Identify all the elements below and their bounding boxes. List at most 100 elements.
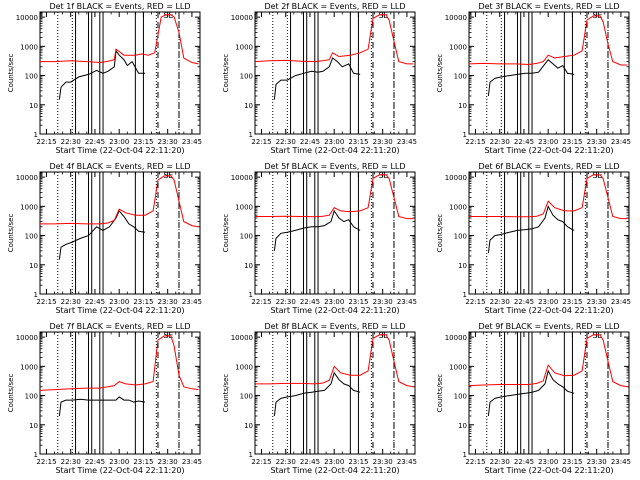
plot-frame <box>468 331 630 455</box>
y-tick-label: 10000 <box>445 174 467 182</box>
plot-frame <box>468 171 630 295</box>
series-lld-line <box>39 335 199 391</box>
x-tick-label: 23:30 <box>587 138 607 146</box>
x-tick-label: 22:30 <box>490 298 510 306</box>
y-tick-label: 100 <box>25 233 38 241</box>
y-tick-label: 10000 <box>231 174 253 182</box>
y-tick-label: 1000 <box>235 363 253 371</box>
x-tick-label: 22:30 <box>61 138 81 146</box>
y-tick-label: 1 <box>34 131 38 139</box>
x-tick-label: 22:15 <box>251 298 271 306</box>
series-events-line <box>273 57 361 100</box>
x-tick-label: 22:30 <box>490 138 510 146</box>
marker-s: S <box>379 331 384 340</box>
y-tick-label: 1 <box>249 451 253 459</box>
y-tick-label: 100 <box>454 73 467 81</box>
x-tick-label: 22:30 <box>276 298 296 306</box>
x-axis-label: Start Time (22-Oct-04 22:11:20) <box>484 306 613 315</box>
y-tick-label: 1000 <box>449 363 467 371</box>
x-tick-label: 23:30 <box>373 298 393 306</box>
panel-title: Det 4f BLACK = Events, RED = LLD <box>49 162 190 171</box>
x-tick-label: 23:30 <box>158 458 178 466</box>
panel-det-3: Det 3f BLACK = Events, RED = LLD 1 10 100 10… <box>436 2 631 155</box>
x-tick-label: 23:30 <box>158 138 178 146</box>
x-tick-label: 22:45 <box>85 298 105 306</box>
marker-s: S <box>593 331 598 340</box>
x-axis-label: Start Time (22-Oct-04 22:11:20) <box>484 146 613 155</box>
x-tick-label: 22:30 <box>61 458 81 466</box>
x-axis-label: Start Time (22-Oct-04 22:11:20) <box>55 306 184 315</box>
panel-title: Det 2f BLACK = Events, RED = LLD <box>264 2 405 11</box>
marker-e: E <box>168 11 173 20</box>
plot-frame <box>39 331 201 455</box>
y-tick-label: 10 <box>29 422 38 430</box>
x-tick-label: 23:30 <box>587 458 607 466</box>
y-axis-label: Counts/sec <box>222 374 230 413</box>
y-tick-label: 100 <box>240 393 253 401</box>
x-tick-label: 23:30 <box>158 298 178 306</box>
x-tick-label: 23:00 <box>538 138 558 146</box>
x-tick-label: 23:00 <box>538 458 558 466</box>
series-events-line <box>273 371 361 417</box>
x-tick-label: 22:45 <box>300 138 320 146</box>
y-tick-label: 1000 <box>20 203 38 211</box>
x-tick-label: 22:15 <box>465 458 485 466</box>
x-tick-label: 23:30 <box>373 458 393 466</box>
x-tick-label: 23:15 <box>562 298 582 306</box>
x-tick-label: 23:45 <box>182 138 202 146</box>
series-events-line <box>58 209 146 260</box>
y-tick-label: 10000 <box>16 14 38 22</box>
panel-title: Det 1f BLACK = Events, RED = LLD <box>49 2 190 11</box>
y-tick-label: 1000 <box>235 203 253 211</box>
y-tick-label: 1000 <box>20 363 38 371</box>
series-lld-line <box>255 174 414 220</box>
x-tick-label: 23:00 <box>324 298 344 306</box>
x-tick-label: 23:15 <box>133 298 153 306</box>
series-lld-line <box>468 334 628 388</box>
y-tick-label: 1 <box>463 131 467 139</box>
x-tick-label: 23:00 <box>324 138 344 146</box>
y-axis-label: Counts/sec <box>436 214 444 253</box>
x-tick-label: 23:45 <box>397 298 417 306</box>
series-lld-line <box>255 334 414 388</box>
series-events-line <box>58 396 146 417</box>
y-tick-label: 10 <box>458 262 467 270</box>
y-tick-label: 1 <box>249 291 253 299</box>
series-events-line <box>58 49 146 100</box>
x-tick-label: 22:15 <box>251 138 271 146</box>
y-tick-label: 100 <box>454 393 467 401</box>
y-tick-label: 10000 <box>445 334 467 342</box>
y-axis-label: Counts/sec <box>222 54 230 93</box>
y-tick-label: 100 <box>25 393 38 401</box>
x-tick-label: 23:45 <box>182 298 202 306</box>
x-tick-label: 23:00 <box>109 458 129 466</box>
series-lld-line <box>40 14 199 65</box>
panel-det-2: Det 2f BLACK = Events, RED = LLD 1 10 100 10… <box>222 2 417 155</box>
y-axis-label: Counts/sec <box>7 214 15 253</box>
panel-det-1: Det 1f BLACK = Events, RED = LLD 1 10 100 10… <box>7 2 202 155</box>
y-tick-label: 100 <box>454 233 467 241</box>
x-tick-label: 23:15 <box>133 138 153 146</box>
plot-frame <box>254 331 416 455</box>
panel-det-5: Det 5f BLACK = Events, RED = LLD 1 10 100 10… <box>222 162 417 315</box>
y-axis-label: Counts/sec <box>222 214 230 253</box>
x-tick-label: 22:45 <box>514 138 534 146</box>
panel-title: Det 6f BLACK = Events, RED = LLD <box>478 162 619 171</box>
marker-s: S <box>379 11 384 20</box>
y-tick-label: 100 <box>25 73 38 81</box>
y-axis-label: Counts/sec <box>436 54 444 93</box>
x-tick-label: 23:00 <box>538 298 558 306</box>
x-tick-label: 23:45 <box>611 298 631 306</box>
x-tick-label: 22:15 <box>465 298 485 306</box>
x-tick-label: 23:45 <box>611 458 631 466</box>
x-axis-label: Start Time (22-Oct-04 22:11:20) <box>270 306 399 315</box>
x-tick-label: 23:45 <box>182 458 202 466</box>
y-axis-label: Counts/sec <box>436 374 444 413</box>
x-tick-label: 22:30 <box>490 458 510 466</box>
series-events-line <box>487 205 575 254</box>
plot-frame <box>39 11 201 135</box>
y-tick-label: 10 <box>458 102 467 110</box>
y-tick-label: 10 <box>244 262 253 270</box>
plot-frame <box>254 171 416 295</box>
